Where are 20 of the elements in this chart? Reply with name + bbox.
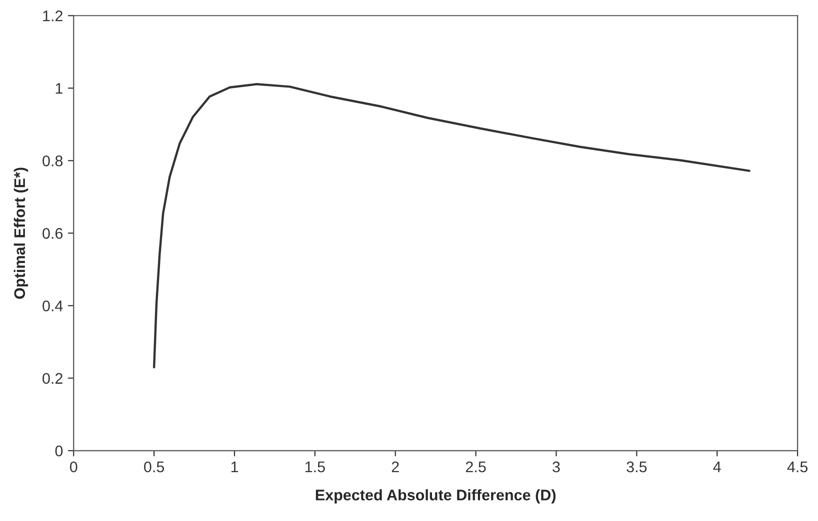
x-tick-label: 3: [552, 461, 560, 472]
y-tick-label: 0.6: [42, 228, 63, 239]
x-tick-label: 2.5: [466, 461, 486, 472]
y-axis-title: Optimal Effort (E*): [14, 168, 28, 299]
x-tick-label: 4.5: [787, 462, 808, 472]
x-tick-label: 0: [70, 461, 78, 472]
y-tick-label: 0.8: [42, 156, 63, 166]
x-tick-label: 1: [231, 462, 238, 472]
x-tick-label: 3.5: [626, 461, 647, 472]
x-tick-label: 1.5: [305, 462, 325, 472]
y-tick-label: 0.2: [42, 373, 62, 384]
x-axis-title: Expected Absolute Difference (D): [316, 489, 556, 504]
y-tick-label: 0: [55, 446, 63, 456]
x-tick-label: 0.5: [144, 461, 164, 472]
x-tick-label: 2: [392, 461, 399, 472]
line-series: [152, 83, 750, 368]
x-tick-label: 4: [713, 462, 721, 472]
y-tick-label: 0.4: [42, 300, 63, 312]
y-tick-label: 1.2: [43, 10, 62, 22]
y-tick-label: 1: [56, 83, 62, 94]
